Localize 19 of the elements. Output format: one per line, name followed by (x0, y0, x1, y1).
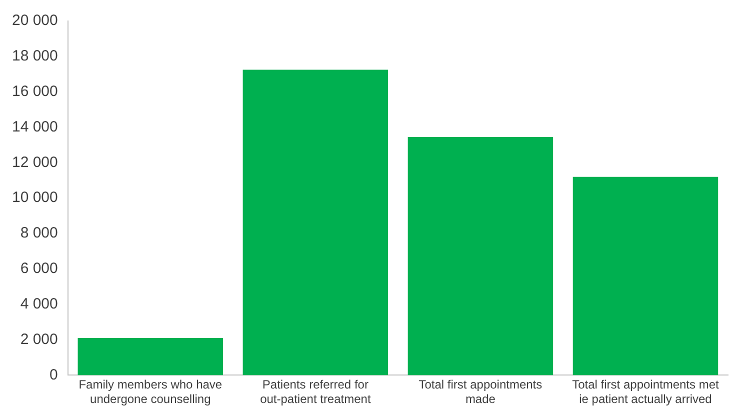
x-tick-label: Patients referred for out-patient treatment (260, 378, 372, 406)
bar (572, 176, 718, 376)
bar (242, 70, 388, 376)
y-tick-label: 4 000 (20, 296, 58, 312)
bar (78, 338, 224, 376)
y-tick-label: 6 000 (20, 260, 58, 278)
y-tick-label: 0 (50, 366, 58, 384)
y-tick-label: 12 000 (12, 154, 58, 171)
y-tick-label: 10 000 (12, 189, 58, 206)
x-tick-label: Family members who have undergone counselling (78, 378, 222, 406)
x-tick-label: Total first appointments made (418, 378, 542, 406)
y-tick-label: 2 000 (20, 330, 58, 348)
y-tick-label: 18 000 (12, 48, 58, 65)
bar (408, 137, 554, 376)
y-tick-label: 14 000 (12, 118, 58, 136)
y-tick-label: 16 000 (12, 82, 58, 100)
y-tick-label: 20 000 (12, 12, 58, 30)
x-tick-label: Total first appointments met ie patient actually arrived (572, 378, 720, 406)
y-tick-label: 8 000 (20, 224, 58, 242)
